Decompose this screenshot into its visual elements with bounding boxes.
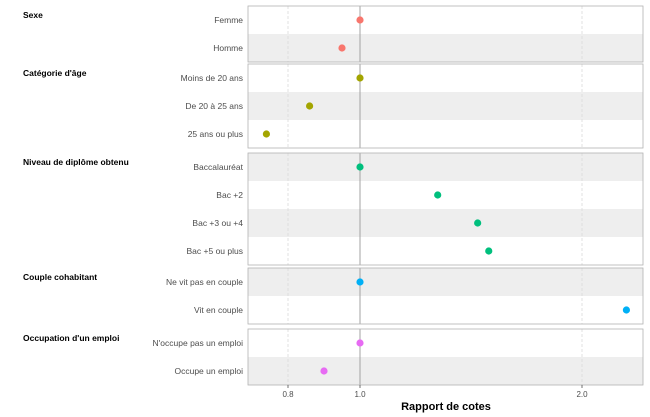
panel-border [247,5,644,63]
data-point [356,74,364,82]
x-tick-label: 2.0 [576,390,588,399]
category-label: Homme [213,43,243,53]
data-point [485,247,493,255]
facet-panels: Sexe Femme Homme Catégorie d'âge Moins de 20… [23,5,644,386]
data-point [622,306,631,314]
data-point [306,102,314,110]
panel-border [247,328,644,386]
category-label: Bac +3 ou +4 [192,218,243,228]
x-tick-label: 1.0 [354,390,366,399]
panel-2: Niveau de diplôme obtenu Baccalauréat Bac … [23,152,644,266]
panel-1: Catégorie d'âge Moins de 20 ans De 20 à 25… [23,63,644,149]
category-label: Moins de 20 ans [181,73,243,83]
row-stripe [248,357,643,385]
group-title: Niveau de diplôme obtenu [23,157,129,167]
panel-border [247,63,644,149]
data-point [356,163,364,171]
row-stripe [248,153,643,181]
data-point [434,191,442,199]
category-label: Occupe un emploi [174,366,243,376]
group-title: Couple cohabitant [23,272,97,282]
x-axis-title: Rapport de cotes [401,401,491,413]
row-stripe [248,34,643,62]
category-label: Baccalauréat [193,162,243,172]
panel-3: Couple cohabitant Ne vit pas en couple Vit… [23,267,644,325]
data-point [356,339,364,347]
data-point [356,16,364,24]
group-title: Occupation d'un emploi [23,333,119,343]
category-label: 25 ans ou plus [188,129,243,139]
panel-0: Sexe Femme Homme [23,5,644,63]
panel-border [247,267,644,325]
x-axis: 0.8 1.0 2.0 [282,385,588,399]
data-point [262,130,270,138]
row-stripe [248,209,643,237]
row-stripe [248,268,643,296]
panel-4: Occupation d'un emploi N'occupe pas un em… [23,328,644,386]
data-point [320,367,328,375]
data-point [356,278,364,286]
category-label: Bac +2 [216,190,243,200]
category-label: De 20 à 25 ans [185,101,243,111]
data-point [474,219,482,227]
category-label: Ne vit pas en couple [166,277,243,287]
x-tick-label: 0.8 [282,390,294,399]
category-label: Bac +5 ou plus [187,246,243,256]
group-title: Sexe [23,10,43,20]
category-label: Femme [214,15,243,25]
panel-border [247,152,644,266]
group-title: Catégorie d'âge [23,68,87,78]
row-stripe [248,92,643,120]
category-label: Vit en couple [194,305,243,315]
category-label: N'occupe pas un emploi [153,338,244,348]
data-point [338,44,346,52]
